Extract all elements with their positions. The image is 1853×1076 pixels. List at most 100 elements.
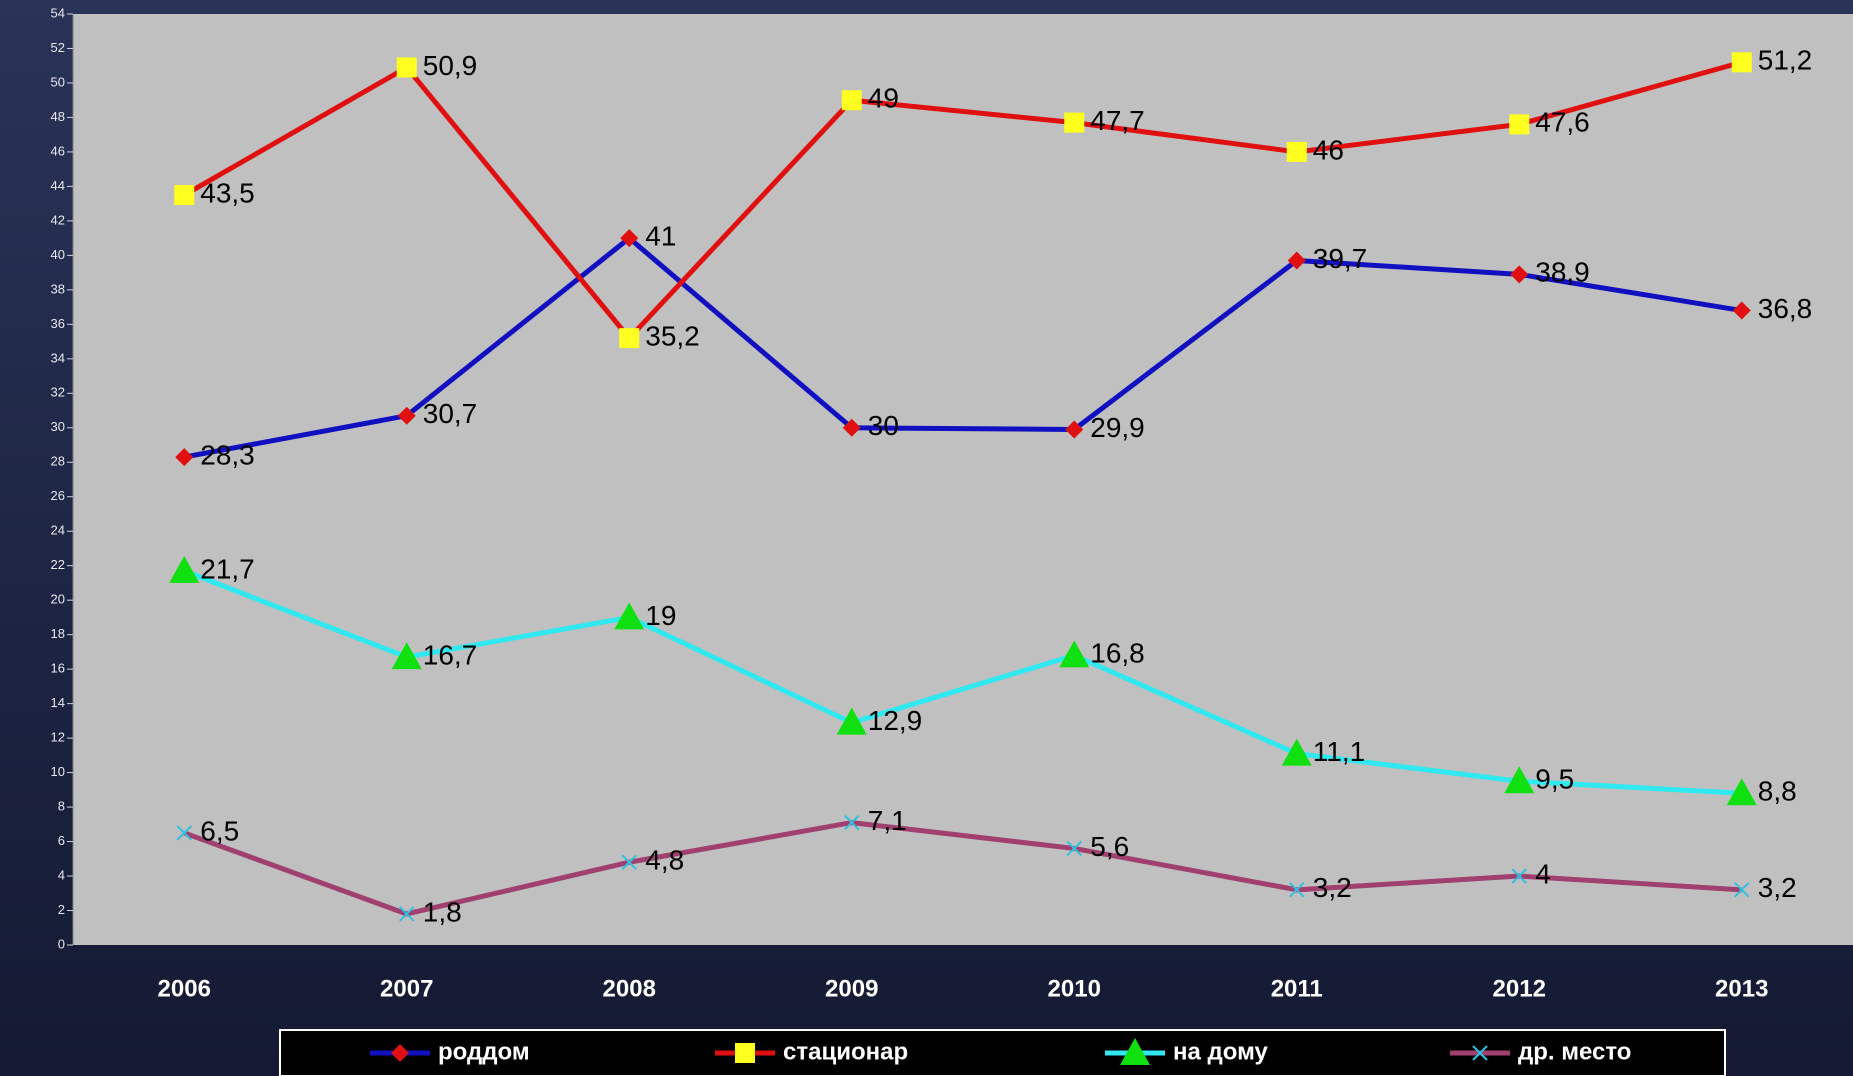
marker xyxy=(1726,778,1757,806)
data-label: 38,9 xyxy=(1535,257,1590,288)
y-tick-label: 4 xyxy=(58,867,65,882)
data-label: 47,7 xyxy=(1090,105,1145,136)
data-label: 16,7 xyxy=(423,639,478,670)
data-label: 21,7 xyxy=(200,553,255,584)
data-label: 35,2 xyxy=(645,321,700,352)
data-label: 49 xyxy=(868,83,899,114)
marker xyxy=(842,418,861,437)
data-label: 5,6 xyxy=(1090,831,1129,862)
data-label: 8,8 xyxy=(1758,776,1797,807)
y-tick-label: 14 xyxy=(51,695,65,710)
y-tick-label: 22 xyxy=(51,557,65,572)
y-tick-label: 42 xyxy=(51,212,65,227)
marker xyxy=(1289,882,1305,898)
marker xyxy=(614,602,645,630)
data-label: 29,9 xyxy=(1090,412,1145,443)
marker xyxy=(1065,420,1084,439)
data-label: 47,6 xyxy=(1535,107,1590,138)
legend-marker xyxy=(1472,1045,1488,1061)
legend-marker xyxy=(1120,1038,1150,1065)
marker xyxy=(1287,251,1306,270)
data-label: 9,5 xyxy=(1535,764,1574,795)
marker xyxy=(1059,640,1090,668)
data-label: 3,2 xyxy=(1758,872,1797,903)
y-tick-label: 0 xyxy=(58,936,65,951)
data-label: 3,2 xyxy=(1313,872,1352,903)
marker xyxy=(396,57,417,78)
data-label: 4,8 xyxy=(645,845,684,876)
data-label: 6,5 xyxy=(200,815,239,846)
data-label: 41 xyxy=(645,221,676,252)
data-label: 36,8 xyxy=(1758,293,1813,324)
y-tick-label: 30 xyxy=(51,419,65,434)
y-tick-label: 8 xyxy=(58,799,65,814)
y-tick-label: 40 xyxy=(51,247,65,262)
data-label: 50,9 xyxy=(423,50,478,81)
data-label: 30,7 xyxy=(423,398,478,429)
legend-label: др. место xyxy=(1518,1038,1631,1065)
series-line xyxy=(183,59,1743,341)
y-tick-label: 48 xyxy=(51,109,65,124)
marker xyxy=(1509,114,1530,135)
marker xyxy=(836,707,867,735)
y-tick-label: 54 xyxy=(51,5,65,20)
legend-label: на дому xyxy=(1173,1038,1269,1065)
marker xyxy=(1510,265,1529,284)
y-tick-label: 20 xyxy=(51,592,65,607)
data-label: 4 xyxy=(1535,858,1551,889)
x-tick-label: 2007 xyxy=(380,975,433,1002)
marker xyxy=(397,406,416,425)
legend-marker xyxy=(391,1044,409,1062)
series-line xyxy=(183,235,1743,460)
legend-marker xyxy=(735,1043,755,1063)
marker xyxy=(619,328,640,349)
data-label: 30 xyxy=(868,410,899,441)
marker xyxy=(176,825,192,841)
x-tick-label: 2011 xyxy=(1271,975,1323,1002)
x-tick-label: 2006 xyxy=(158,975,211,1002)
marker xyxy=(841,90,862,111)
x-tick-label: 2013 xyxy=(1715,975,1768,1002)
data-label: 51,2 xyxy=(1758,45,1813,76)
marker xyxy=(1286,141,1307,162)
y-tick-label: 36 xyxy=(51,316,65,331)
y-tick-label: 46 xyxy=(51,143,65,158)
y-tick-label: 26 xyxy=(51,488,65,503)
plot-area xyxy=(73,14,1853,945)
y-tick-label: 6 xyxy=(58,833,65,848)
data-label: 43,5 xyxy=(200,177,255,208)
y-tick-label: 10 xyxy=(51,764,65,779)
marker xyxy=(175,448,194,467)
data-label: 46 xyxy=(1313,134,1344,165)
data-label: 7,1 xyxy=(868,805,907,836)
marker xyxy=(1731,52,1752,73)
x-tick-label: 2010 xyxy=(1048,975,1101,1002)
marker xyxy=(391,642,422,670)
series-line xyxy=(183,568,1742,796)
data-label: 19 xyxy=(645,600,676,631)
marker xyxy=(1732,301,1751,320)
x-tick-label: 2009 xyxy=(825,975,878,1002)
marker xyxy=(174,185,195,206)
marker xyxy=(621,854,637,870)
series-line xyxy=(183,820,1742,917)
data-label: 28,3 xyxy=(200,439,255,470)
marker xyxy=(1066,840,1082,857)
data-label: 11,1 xyxy=(1313,736,1365,767)
data-label: 39,7 xyxy=(1313,243,1368,274)
y-tick-label: 28 xyxy=(51,454,65,469)
y-tick-label: 2 xyxy=(58,902,65,917)
legend-label: стационар xyxy=(783,1038,908,1065)
y-tick-label: 44 xyxy=(51,178,65,193)
y-tick-label: 16 xyxy=(51,661,65,676)
marker xyxy=(1281,738,1312,766)
marker xyxy=(1511,868,1527,884)
data-label: 1,8 xyxy=(423,896,462,927)
marker xyxy=(620,229,639,248)
y-tick-label: 52 xyxy=(51,40,65,55)
y-tick-label: 50 xyxy=(51,74,65,89)
marker xyxy=(399,906,415,922)
marker xyxy=(169,555,200,583)
y-tick-label: 38 xyxy=(51,281,65,296)
